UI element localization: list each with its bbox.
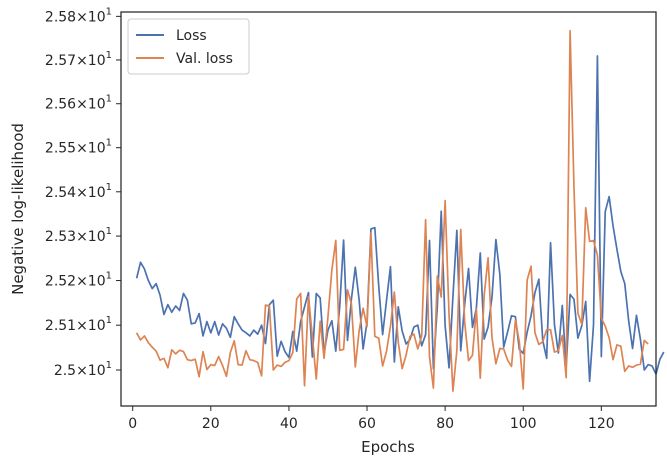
x-tick-label: 20 <box>202 416 220 432</box>
x-axis: 0 20 40 60 80 100 120 <box>128 406 615 432</box>
y-tick-label: 2.53×101 <box>45 226 112 245</box>
legend-label-loss: Loss <box>176 28 207 44</box>
y-axis: 2.58×101 2.57×101 2.56×101 2.55×101 2.54×101… <box>45 6 121 379</box>
plot-lines <box>135 29 665 392</box>
y-axis-label: Negative log-likelihood <box>9 123 27 295</box>
y-tick-label: 2.56×101 <box>45 94 112 113</box>
y-tick-label: 2.51×101 <box>45 315 112 334</box>
y-tick-label: 2.58×101 <box>45 6 112 25</box>
y-tick-label: 2.55×101 <box>45 138 112 157</box>
y-tick-label: 2.5×101 <box>54 360 112 379</box>
series-line-val-loss <box>135 29 649 392</box>
y-tick-label: 2.57×101 <box>45 50 112 69</box>
legend: Loss Val. loss <box>127 18 250 75</box>
y-tick-label: 2.54×101 <box>45 182 112 201</box>
x-tick-label: 40 <box>280 416 298 432</box>
legend-label-val-loss: Val. loss <box>176 51 233 67</box>
x-tick-label: 80 <box>436 416 454 432</box>
series-line-loss <box>135 55 665 383</box>
plot-frame <box>120 11 657 407</box>
y-tick-label: 2.52×101 <box>45 271 112 290</box>
x-tick-label: 100 <box>510 416 537 432</box>
x-tick-label: 60 <box>358 416 376 432</box>
x-axis-label: Epochs <box>361 438 415 456</box>
x-tick-label: 0 <box>128 416 137 432</box>
x-tick-label: 120 <box>588 416 615 432</box>
legend-box <box>127 18 250 75</box>
